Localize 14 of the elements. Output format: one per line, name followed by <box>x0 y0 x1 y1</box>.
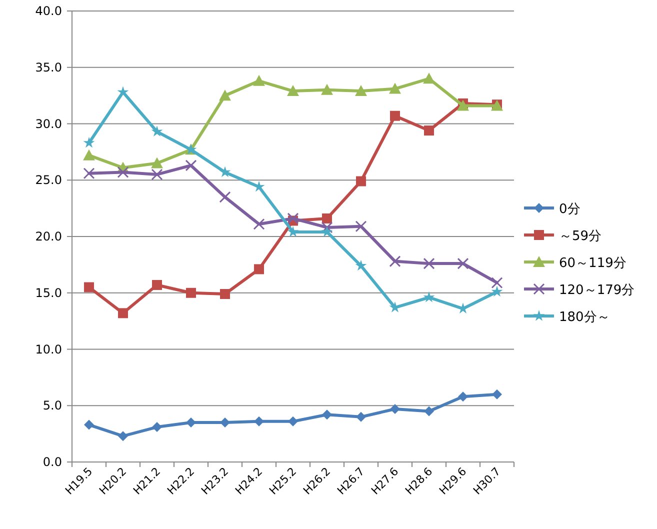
legend-label: 0分 <box>559 202 580 217</box>
y-tick-label: 20.0 <box>35 230 62 244</box>
y-tick-label: 0.0 <box>42 455 62 469</box>
y-tick-label: 25.0 <box>35 173 62 188</box>
y-tick-label: 35.0 <box>35 60 62 74</box>
legend-label: 120～179分 <box>559 283 635 298</box>
y-tick-label: 15.0 <box>35 286 62 300</box>
y-tick-label: 10.0 <box>35 342 62 356</box>
y-tick-label: 40.0 <box>35 4 62 18</box>
legend-label: 180分～ <box>559 310 610 325</box>
y-tick-label: 5.0 <box>42 398 62 413</box>
y-tick-label: 30.0 <box>35 116 62 131</box>
legend-label: ～59分 <box>559 229 602 244</box>
legend-label: 60～119分 <box>559 256 626 271</box>
